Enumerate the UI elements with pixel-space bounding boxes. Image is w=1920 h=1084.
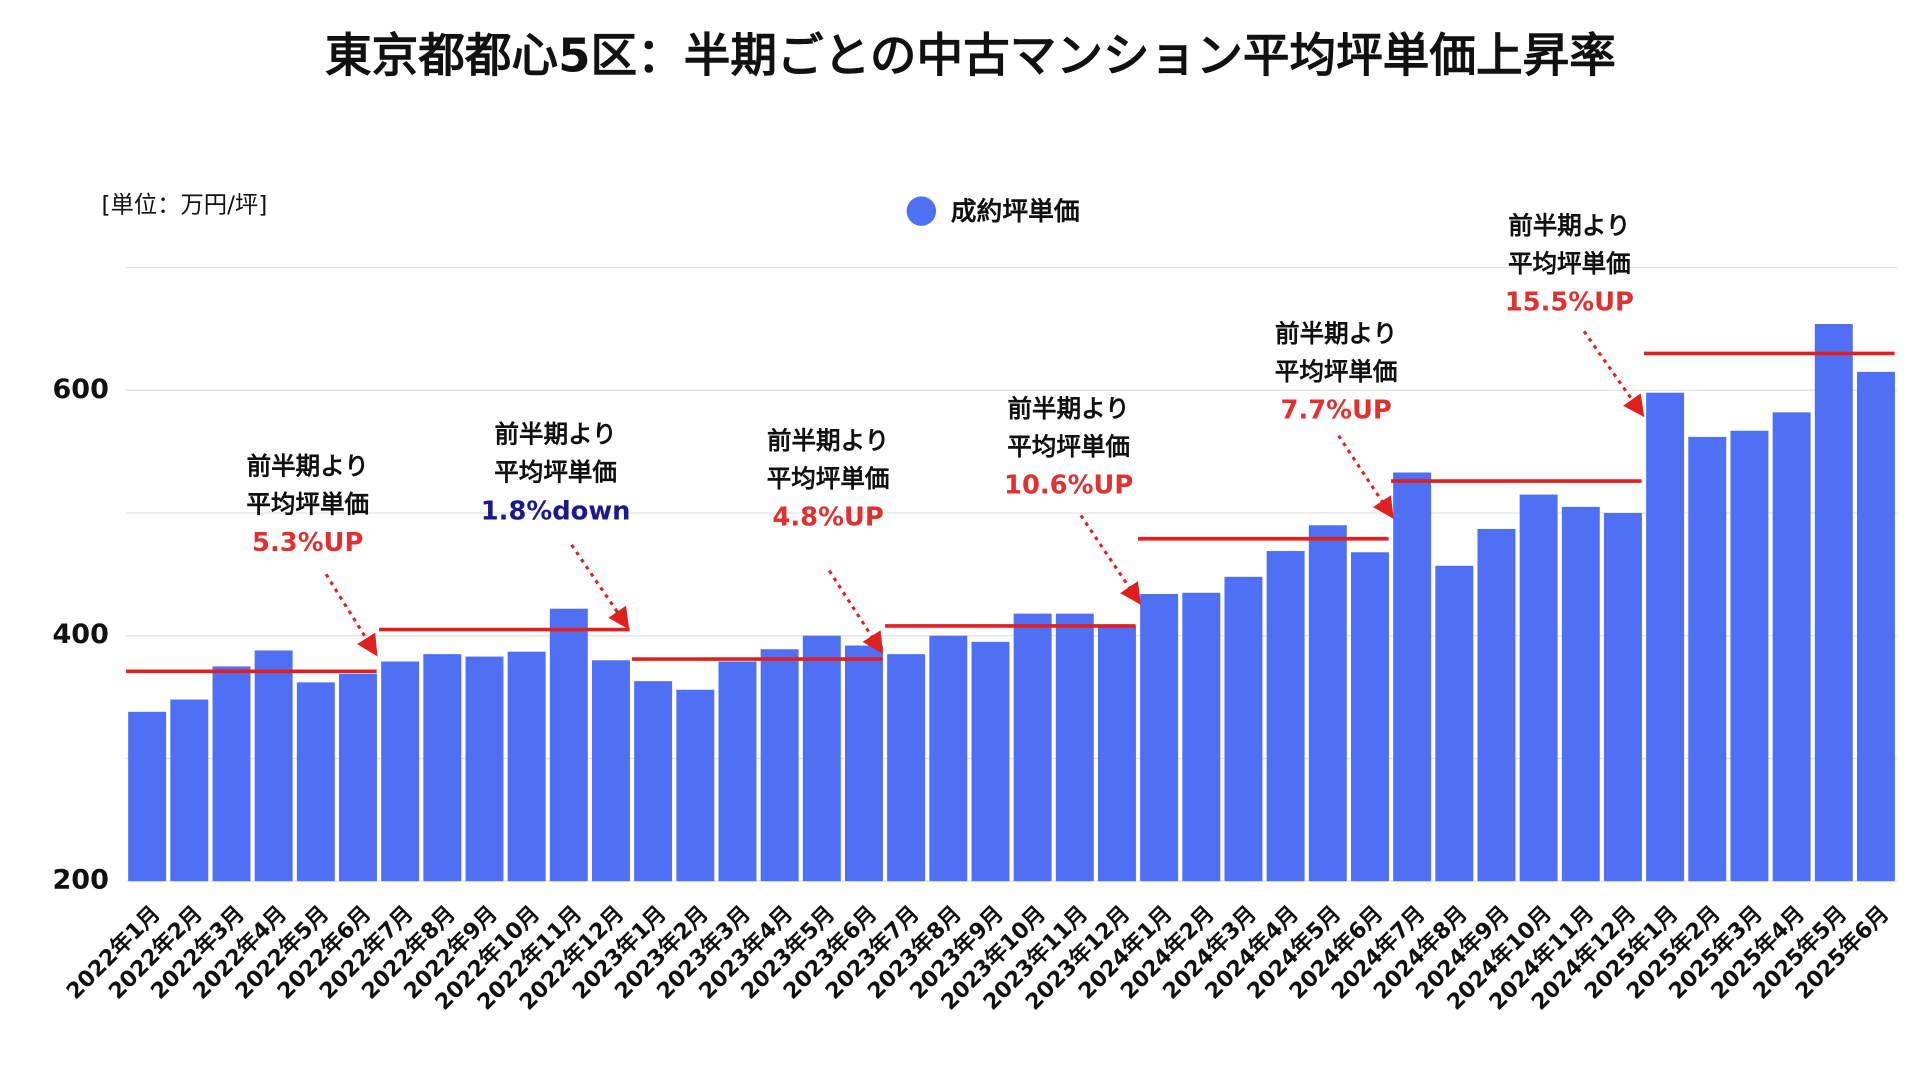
bar xyxy=(1393,472,1432,882)
bar xyxy=(1097,625,1136,882)
bar xyxy=(339,673,377,882)
bar xyxy=(591,660,630,882)
bar xyxy=(1688,436,1727,882)
annotation-arrow xyxy=(1337,434,1394,520)
y-tick-label: 600 xyxy=(53,374,109,405)
bar xyxy=(1266,551,1305,882)
bar xyxy=(1561,506,1600,882)
bar xyxy=(1013,613,1052,882)
bar xyxy=(170,699,209,882)
bar xyxy=(381,661,420,882)
annotation-change: 10.6%UP xyxy=(1004,471,1133,501)
bar xyxy=(1350,552,1389,882)
bar xyxy=(212,666,251,882)
bar xyxy=(1477,528,1516,882)
y-tick-label: 400 xyxy=(53,619,109,650)
chart-title: 東京都都心5区：半期ごとの中古マンション平均坪単価上昇率 xyxy=(325,28,1616,82)
annotation-text: 平均坪単価 xyxy=(246,490,369,519)
annotation-change: 5.3%UP xyxy=(252,528,363,558)
legend-label: 成約坪単価 xyxy=(951,196,1080,227)
bar xyxy=(549,608,588,882)
bar xyxy=(423,654,462,882)
annotation-text: 前半期より xyxy=(495,420,617,449)
annotation-change: 15.5%UP xyxy=(1505,288,1634,318)
bar xyxy=(971,641,1010,882)
annotation-arrow xyxy=(1079,514,1141,605)
annotation-change: 1.8%down xyxy=(481,496,631,526)
annotation-text: 前半期より xyxy=(247,452,369,481)
bar xyxy=(1224,576,1263,882)
annotation-text: 平均坪単価 xyxy=(1508,249,1631,278)
annotation-change: 7.7%UP xyxy=(1281,396,1392,426)
annotation-change: 4.8%UP xyxy=(772,502,883,532)
bar xyxy=(1814,324,1853,882)
annotation-arrow xyxy=(324,573,378,657)
bar xyxy=(254,650,293,882)
bar xyxy=(1856,371,1895,882)
bar xyxy=(1055,613,1094,882)
bar xyxy=(1182,592,1221,882)
bar xyxy=(1772,412,1811,882)
bar xyxy=(1435,565,1474,882)
annotation-text: 前半期より xyxy=(767,426,889,455)
bar xyxy=(802,635,841,882)
bar xyxy=(887,654,926,882)
bar xyxy=(718,661,757,882)
bar xyxy=(465,656,504,882)
annotation-text: 平均坪単価 xyxy=(1275,357,1398,386)
bar xyxy=(1519,494,1558,882)
bar xyxy=(760,649,799,882)
bar xyxy=(844,645,883,882)
annotation-text: 平均坪単価 xyxy=(1007,432,1130,461)
bar xyxy=(1730,430,1769,882)
bar xyxy=(676,689,715,882)
bar xyxy=(1646,392,1685,882)
y-tick-label: 200 xyxy=(53,865,109,896)
bar xyxy=(128,711,167,882)
bar xyxy=(1308,525,1347,882)
bar xyxy=(1603,513,1642,882)
bar xyxy=(1140,594,1179,882)
annotation-text: 平均坪単価 xyxy=(767,464,890,493)
annotation-text: 前半期より xyxy=(1508,211,1630,240)
legend-swatch xyxy=(906,196,937,226)
annotation-text: 平均坪単価 xyxy=(494,458,617,487)
annotation-arrow xyxy=(828,569,884,655)
bar xyxy=(296,682,335,882)
bar xyxy=(634,681,673,882)
bar xyxy=(507,651,546,882)
bar xyxy=(929,635,968,882)
annotation-text: 前半期より xyxy=(1275,319,1397,348)
annotation-arrow xyxy=(1582,330,1645,418)
annotation-text: 前半期より xyxy=(1008,394,1130,423)
unit-label: [単位：万円/坪] xyxy=(102,192,268,219)
